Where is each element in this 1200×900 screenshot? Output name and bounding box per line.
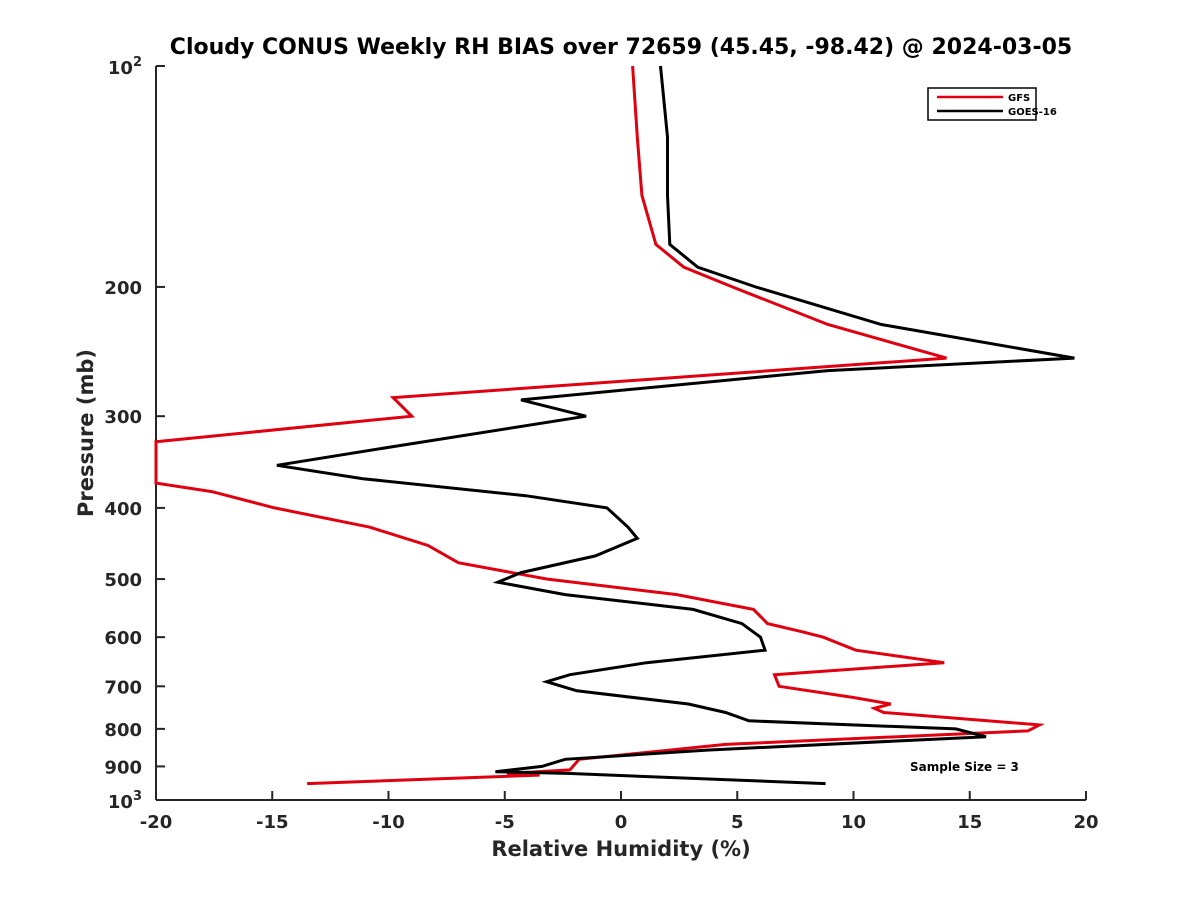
y-tick-label: 103 bbox=[108, 789, 142, 813]
y-tick-label: 500 bbox=[104, 570, 142, 591]
plot-area: -20 -15 -10 -5 0 5 10 15 20 102 200 300 400 500 600 70… bbox=[104, 55, 1098, 833]
y-axis-label: Pressure (mb) bbox=[74, 349, 98, 517]
legend-label-gfs: GFS bbox=[1008, 93, 1030, 104]
legend-box bbox=[927, 87, 1037, 121]
y-tick-label: 400 bbox=[104, 499, 142, 520]
y-tick-label: 900 bbox=[104, 757, 142, 778]
series-line-gfs bbox=[154, 65, 1045, 786]
y-tick-label: 700 bbox=[104, 677, 142, 698]
series-lines bbox=[154, 65, 1075, 786]
sample-size-annotation: Sample Size = 3 bbox=[910, 760, 1019, 774]
chart-title: Cloudy CONUS Weekly RH BIAS over 72659 (… bbox=[170, 35, 1072, 60]
series-line-goes16 bbox=[276, 65, 1075, 786]
x-tick-label: 15 bbox=[957, 812, 982, 833]
y-tick-label: 600 bbox=[104, 628, 142, 649]
y-tick-label: 200 bbox=[104, 278, 142, 299]
x-tick-label: -5 bbox=[495, 812, 515, 833]
y-tick-label: 300 bbox=[104, 407, 142, 428]
y-tick-label: 102 bbox=[108, 55, 142, 79]
x-tick-label: -10 bbox=[372, 812, 405, 833]
x-tick-label: -15 bbox=[256, 812, 289, 833]
legend-label-goes16: GOES-16 bbox=[1008, 107, 1057, 118]
x-tick-label: 0 bbox=[615, 812, 628, 833]
x-axis-label: Relative Humidity (%) bbox=[491, 837, 750, 861]
legend: GFS GOES-16 bbox=[927, 87, 1057, 121]
x-tick-label: 20 bbox=[1073, 812, 1098, 833]
x-tick-label: -20 bbox=[140, 812, 173, 833]
x-tick-label: 10 bbox=[841, 812, 866, 833]
y-ticks: 102 200 300 400 500 600 700 800 900 103 bbox=[104, 55, 165, 813]
x-ticks: -20 -15 -10 -5 0 5 10 15 20 bbox=[140, 791, 1099, 833]
y-tick-label: 800 bbox=[104, 720, 142, 741]
x-tick-label: 5 bbox=[731, 812, 744, 833]
